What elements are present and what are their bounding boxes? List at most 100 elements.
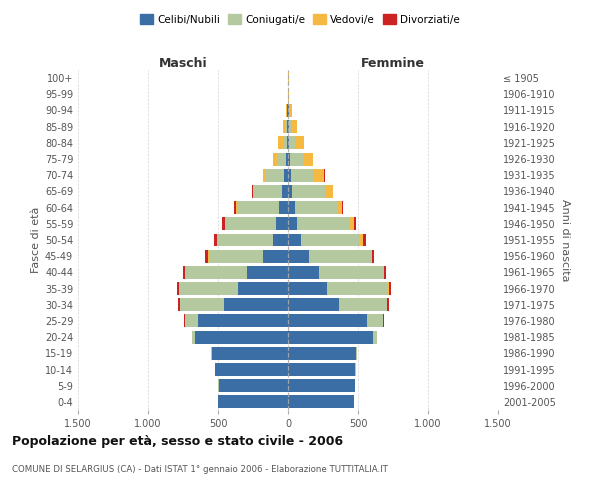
Bar bbox=[283, 120, 286, 133]
Bar bbox=[273, 152, 277, 166]
Bar bbox=[272, 234, 288, 246]
Bar bbox=[319, 266, 383, 279]
Bar bbox=[288, 169, 291, 181]
Bar bbox=[290, 152, 303, 166]
Bar bbox=[205, 250, 208, 262]
Bar bbox=[288, 298, 339, 311]
Bar bbox=[313, 169, 324, 181]
Bar bbox=[288, 266, 319, 279]
Text: Popolazione per età, sesso e stato civile - 2006: Popolazione per età, sesso e stato civil… bbox=[12, 435, 343, 448]
Bar bbox=[353, 218, 356, 230]
Bar bbox=[289, 120, 290, 133]
Bar bbox=[211, 347, 212, 360]
Bar bbox=[263, 169, 266, 181]
Bar bbox=[212, 347, 288, 360]
Bar bbox=[215, 363, 288, 376]
Legend: Celibi/Nubili, Coniugati/e, Vedovi/e, Divorziati/e: Celibi/Nubili, Coniugati/e, Vedovi/e, Di… bbox=[136, 10, 464, 29]
Bar bbox=[295, 136, 304, 149]
Bar bbox=[191, 330, 193, 344]
Bar bbox=[225, 218, 226, 230]
Bar bbox=[288, 136, 289, 149]
Bar bbox=[277, 152, 286, 166]
Bar bbox=[218, 396, 288, 408]
Bar bbox=[180, 298, 224, 311]
Bar bbox=[287, 136, 288, 149]
Bar bbox=[279, 201, 288, 214]
Y-axis label: Anni di nascita: Anni di nascita bbox=[560, 198, 570, 281]
Bar bbox=[337, 201, 342, 214]
Bar bbox=[289, 136, 295, 149]
Text: Femmine: Femmine bbox=[361, 57, 425, 70]
Bar bbox=[266, 169, 284, 181]
Bar bbox=[350, 218, 353, 230]
Bar bbox=[372, 250, 374, 262]
Bar bbox=[283, 136, 287, 149]
Bar bbox=[179, 298, 180, 311]
Bar bbox=[288, 152, 290, 166]
Bar bbox=[288, 330, 373, 344]
Bar bbox=[288, 379, 355, 392]
Bar bbox=[247, 266, 288, 279]
Bar bbox=[371, 250, 372, 262]
Bar bbox=[195, 330, 288, 344]
Bar bbox=[278, 136, 283, 149]
Bar bbox=[355, 363, 356, 376]
Bar bbox=[286, 104, 287, 117]
Bar bbox=[388, 282, 389, 295]
Bar bbox=[179, 282, 238, 295]
Bar bbox=[252, 185, 253, 198]
Bar bbox=[237, 201, 279, 214]
Bar bbox=[253, 185, 254, 198]
Bar bbox=[286, 152, 288, 166]
Bar bbox=[218, 379, 288, 392]
Bar bbox=[292, 185, 325, 198]
Bar bbox=[236, 201, 237, 214]
Bar bbox=[297, 218, 350, 230]
Bar bbox=[291, 169, 313, 181]
Bar bbox=[209, 250, 263, 262]
Bar bbox=[303, 152, 313, 166]
Bar bbox=[288, 201, 295, 214]
Bar bbox=[254, 185, 282, 198]
Bar bbox=[224, 298, 288, 311]
Bar bbox=[295, 201, 337, 214]
Bar bbox=[388, 298, 389, 311]
Bar bbox=[360, 234, 362, 246]
Bar bbox=[288, 396, 353, 408]
Bar bbox=[288, 314, 367, 328]
Bar bbox=[288, 363, 355, 376]
Bar bbox=[182, 266, 185, 279]
Bar bbox=[383, 266, 386, 279]
Text: COMUNE DI SELARGIUS (CA) - Dati ISTAT 1° gennaio 2006 - Elaborazione TUTTITALIA.: COMUNE DI SELARGIUS (CA) - Dati ISTAT 1°… bbox=[12, 465, 388, 474]
Bar bbox=[286, 120, 287, 133]
Bar bbox=[387, 298, 388, 311]
Text: Maschi: Maschi bbox=[158, 57, 208, 70]
Bar bbox=[342, 201, 343, 214]
Bar bbox=[301, 234, 360, 246]
Bar bbox=[238, 282, 288, 295]
Bar bbox=[326, 282, 388, 295]
Bar bbox=[287, 120, 288, 133]
Bar bbox=[309, 250, 371, 262]
Bar bbox=[324, 169, 325, 181]
Bar bbox=[288, 250, 309, 262]
Bar bbox=[289, 104, 292, 117]
Bar bbox=[290, 120, 298, 133]
Bar bbox=[325, 185, 332, 198]
Bar bbox=[288, 234, 301, 246]
Bar bbox=[332, 185, 334, 198]
Bar bbox=[339, 298, 387, 311]
Bar bbox=[288, 120, 289, 133]
Bar bbox=[288, 218, 297, 230]
Bar bbox=[288, 347, 356, 360]
Bar bbox=[226, 218, 276, 230]
Bar bbox=[214, 234, 217, 246]
Bar bbox=[288, 185, 292, 198]
Bar bbox=[263, 250, 288, 262]
Bar bbox=[389, 282, 391, 295]
Bar bbox=[186, 266, 247, 279]
Bar bbox=[288, 282, 326, 295]
Bar bbox=[177, 282, 179, 295]
Bar bbox=[185, 266, 186, 279]
Bar bbox=[356, 347, 357, 360]
